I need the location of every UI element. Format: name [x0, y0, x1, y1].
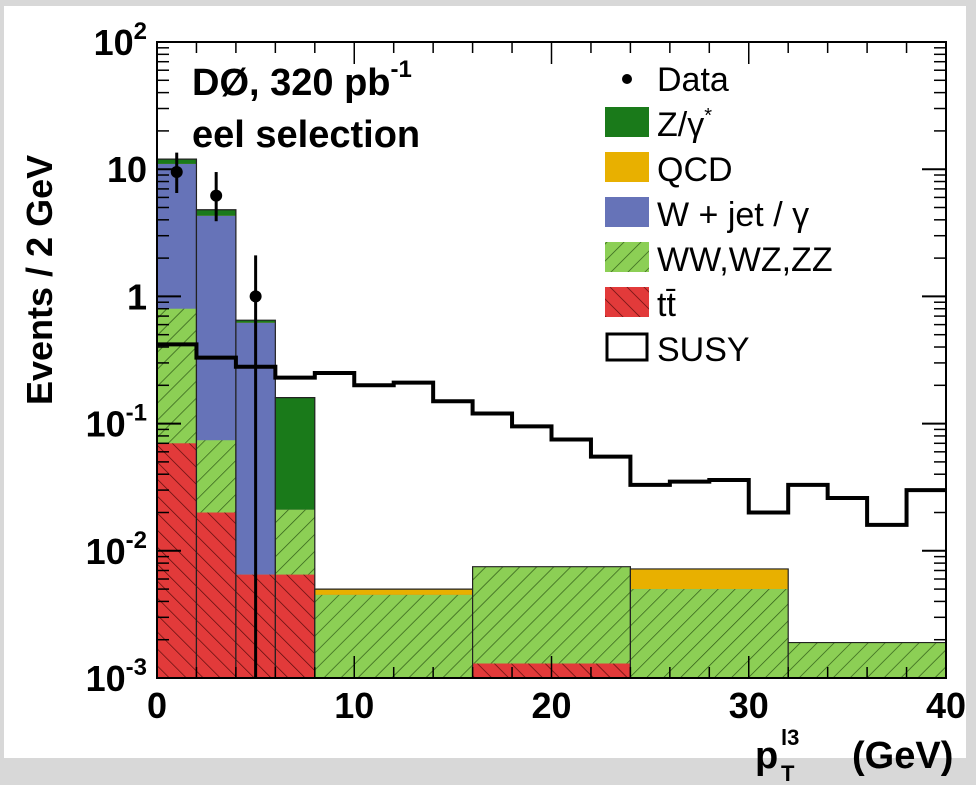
y-tick-label: 10 — [107, 149, 147, 190]
legend-marker-qcd — [605, 152, 649, 182]
data-point — [170, 166, 183, 179]
susy-histogram — [157, 342, 946, 527]
x-axis-label-sub: T — [781, 761, 795, 785]
y-tick-label: 10-3 — [86, 654, 147, 699]
x-axis-label-main: p — [755, 735, 778, 777]
bar-ttbar — [196, 512, 236, 678]
legend-marker-ttbar — [605, 287, 649, 317]
y-tick-label: 102 — [94, 18, 147, 63]
data-point — [249, 290, 262, 303]
chart-title-line1: DØ, 320 pb-1 — [192, 56, 412, 104]
bar-ttbar — [275, 574, 315, 678]
legend-label-ttbar: tt̄ — [657, 286, 676, 324]
legend-label-wjet: W + jet / γ — [657, 196, 809, 234]
legend-label-diboson: WW,WZ,ZZ — [657, 241, 833, 279]
legend-label-zgamma: Z/γ* — [657, 105, 712, 144]
legend-label-data: Data — [657, 61, 729, 99]
x-axis-unit: (GeV) — [852, 735, 953, 777]
x-axis-label-sup: l3 — [781, 725, 799, 750]
legend-marker-zgamma — [605, 107, 649, 137]
chart-title-line2: eel selection — [192, 114, 420, 156]
bar-outline — [787, 641, 946, 678]
bar-diboson — [314, 594, 473, 678]
y-axis-label: Events / 2 GeV — [19, 155, 60, 405]
x-tick-label: 10 — [334, 685, 374, 726]
axis-ticks — [156, 41, 947, 679]
x-tick-label: 40 — [926, 685, 966, 726]
y-tick-labels: 102 10 1 10-1 10-2 10-3 — [86, 18, 147, 699]
data-point — [210, 189, 223, 202]
x-tick-label: 20 — [531, 685, 571, 726]
stacked-histogram — [157, 158, 946, 678]
legend-label-qcd: QCD — [657, 151, 733, 189]
x-tick-label: 0 — [147, 685, 167, 726]
legend-marker-wjet — [605, 197, 649, 227]
legend-marker-susy — [605, 332, 649, 362]
legend: Data Z/γ* QCD W + jet / γ WW,WZ,ZZ tt̄ SUSY — [605, 61, 833, 369]
y-tick-label: 10-2 — [86, 527, 147, 572]
susy-line — [157, 342, 946, 527]
bar-outline — [629, 568, 789, 678]
legend-marker-diboson — [605, 242, 649, 272]
y-tick-label: 10-1 — [86, 400, 147, 445]
y-tick-label: 1 — [127, 276, 147, 317]
bar-diboson — [630, 589, 789, 678]
bar-outline — [274, 397, 316, 678]
x-tick-labels: 0 10 20 30 40 — [147, 685, 966, 726]
bar-ttbar — [157, 443, 197, 678]
x-tick-label: 30 — [729, 685, 769, 726]
legend-marker-data — [622, 74, 632, 84]
data-points — [170, 152, 262, 678]
legend-label-susy: SUSY — [657, 331, 750, 369]
